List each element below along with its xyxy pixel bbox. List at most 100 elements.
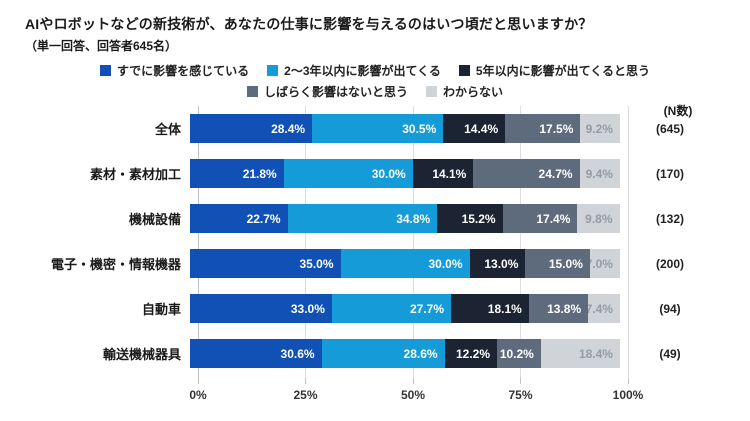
segment-value-label: 15.2%	[461, 211, 496, 226]
segment-value-label: 27.7%	[409, 301, 444, 316]
legend-item: わからない	[426, 83, 503, 100]
gridline	[305, 106, 306, 378]
segment-value-label: 30.0%	[428, 256, 463, 271]
x-axis-tick	[305, 378, 306, 384]
bar-segment-series-4: 15.0%	[525, 249, 590, 278]
x-axis-tick	[627, 378, 629, 384]
segment-value-label: 7.0%	[590, 256, 613, 271]
segment-value-label: 14.4%	[464, 121, 499, 136]
bar-segment-series-3: 14.4%	[443, 114, 506, 143]
category-label: 素材・素材加工	[89, 167, 181, 182]
bar-segment-series-3: 13.0%	[469, 249, 526, 278]
segment-value-label: 7.4%	[588, 301, 613, 316]
category-label: 輸送機械器具	[102, 347, 181, 362]
chart-rows: 全体 28.4% 30.5% 14.4% 17.5% 9.2% (645) 素材・素材加工 21…	[0, 106, 750, 376]
bar-segment-series-1: 22.7%	[190, 204, 288, 233]
n-count: (132)	[655, 211, 684, 226]
bar-segment-series-3: 15.2%	[437, 204, 503, 233]
x-axis-tick	[197, 378, 199, 384]
legend-label: しばらく影響はないと思う	[263, 85, 408, 99]
bar-segment-series-4: 10.2%	[497, 339, 541, 368]
segment-value-label: 14.1%	[432, 166, 467, 181]
segment-value-label: 9.8%	[585, 211, 613, 226]
bar-segment-series-4: 24.7%	[473, 159, 580, 188]
segment-value-label: 34.8%	[396, 211, 431, 226]
bar-row: 自動車 33.0% 27.7% 18.1% 13.8% 7.4% (94)	[0, 286, 750, 331]
legend-swatch-icon	[100, 65, 112, 76]
category-label: 自動車	[141, 302, 181, 317]
bar-segment-series-2: 30.0%	[283, 159, 413, 188]
legend-label: 2〜3年以内に影響が出てくる	[284, 64, 441, 78]
legend-swatch-icon	[426, 86, 437, 97]
bar-row: 輸送機械器具 30.6% 28.6% 12.2% 10.2% 18.4% (49)	[0, 331, 750, 376]
bar-segment-series-2: 30.0%	[340, 249, 470, 278]
legend-label: すでに影響を感じている	[117, 64, 250, 78]
page-title: AIやロボットなどの新技術が、あなたの仕事に影響を与えるのはいつ頃だと思いますか…	[25, 16, 593, 32]
segment-value-label: 12.2%	[455, 346, 490, 361]
legend-item: 5年以内に影響が出てくると思う	[458, 62, 650, 79]
bar-segment-series-2: 30.5%	[312, 114, 444, 143]
bar-row: 機械設備 22.7% 34.8% 15.2% 17.4% 9.8% (132)	[0, 196, 750, 241]
segment-value-label: 28.4%	[271, 121, 306, 136]
bar-segment-series-1: 33.0%	[190, 294, 332, 323]
bar-segment-series-5: 7.0%	[589, 249, 620, 278]
bar-segment-series-2: 28.6%	[321, 339, 445, 368]
bar-track: 28.4% 30.5% 14.4% 17.5% 9.2%	[190, 114, 620, 143]
bar-segment-series-5: 9.4%	[579, 159, 620, 188]
legend-swatch-icon	[246, 86, 258, 97]
bar-segment-series-3: 18.1%	[451, 294, 529, 323]
segment-value-label: 24.7%	[538, 166, 573, 181]
bar-segment-series-1: 21.8%	[190, 159, 284, 188]
segment-value-label: 30.5%	[402, 121, 437, 136]
bar-track: 35.0% 30.0% 13.0% 15.0% 7.0%	[190, 249, 620, 278]
x-axis-tick-label: 75%	[508, 388, 533, 402]
segment-value-label: 33.0%	[290, 301, 325, 316]
segment-value-label: 30.0%	[371, 166, 406, 181]
n-count: (170)	[655, 166, 684, 181]
segment-value-label: 18.4%	[578, 346, 613, 361]
bar-segment-series-4: 17.5%	[505, 114, 581, 143]
n-count: (645)	[655, 121, 684, 136]
plot-gridlines: 0% 25% 50% 75% 100%	[189, 106, 643, 402]
x-axis-tick-label: 100%	[612, 388, 644, 402]
segment-value-label: 18.1%	[487, 301, 522, 316]
segment-value-label: 28.6%	[403, 346, 438, 361]
bar-segment-series-5: 7.4%	[588, 294, 620, 323]
legend-line: すでに影響を感じている 2〜3年以内に影響が出てくる 5年以内に影響が出てくると思う	[100, 62, 650, 79]
gridline	[520, 106, 521, 378]
bar-segment-series-1: 30.6%	[190, 339, 322, 368]
segment-value-label: 21.8%	[242, 166, 277, 181]
bar-row: 電子・機密・情報機器 35.0% 30.0% 13.0% 15.0% 7.0% (200)	[0, 241, 750, 286]
segment-value-label: 22.7%	[246, 211, 281, 226]
bar-track: 30.6% 28.6% 12.2% 10.2% 18.4%	[190, 339, 620, 368]
bar-segment-series-3: 14.1%	[412, 159, 474, 188]
legend-item: しばらく影響はないと思う	[246, 83, 408, 100]
gridline	[412, 106, 414, 378]
gridline	[627, 106, 629, 378]
bar-segment-series-4: 17.4%	[502, 204, 578, 233]
segment-value-label: 35.0%	[299, 256, 334, 271]
legend-label: わからない	[443, 85, 504, 99]
bar-segment-series-1: 35.0%	[190, 249, 341, 278]
bar-segment-series-2: 27.7%	[331, 294, 451, 323]
bar-segment-series-4: 13.8%	[528, 294, 589, 323]
x-axis-tick-label: 50%	[400, 388, 426, 402]
segment-value-label: 13.0%	[484, 256, 519, 271]
legend-label: 5年以内に影響が出てくると思う	[475, 64, 650, 78]
bar-segment-series-2: 34.8%	[287, 204, 438, 233]
segment-value-label: 10.2%	[499, 346, 534, 361]
legend-item: すでに影響を感じている	[100, 62, 249, 79]
segment-value-label: 15.0%	[548, 256, 583, 271]
legend-line: しばらく影響はないと思う わからない	[246, 83, 503, 100]
bar-segment-series-3: 12.2%	[444, 339, 497, 368]
segment-value-label: 17.5%	[539, 121, 574, 136]
bar-track: 33.0% 27.7% 18.1% 13.8% 7.4%	[190, 294, 620, 323]
x-axis-tick	[412, 378, 414, 384]
chart-legend: すでに影響を感じている 2〜3年以内に影響が出てくる 5年以内に影響が出てくると思う…	[0, 62, 750, 100]
bar-row: 素材・素材加工 21.8% 30.0% 14.1% 24.7% 9.4% (170)	[0, 151, 750, 196]
bar-track: 22.7% 34.8% 15.2% 17.4% 9.8%	[190, 204, 620, 233]
segment-value-label: 9.4%	[585, 166, 613, 181]
bar-track: 21.8% 30.0% 14.1% 24.7% 9.4%	[190, 159, 620, 188]
page-subtitle: （単一回答、回答者645名）	[25, 39, 178, 53]
